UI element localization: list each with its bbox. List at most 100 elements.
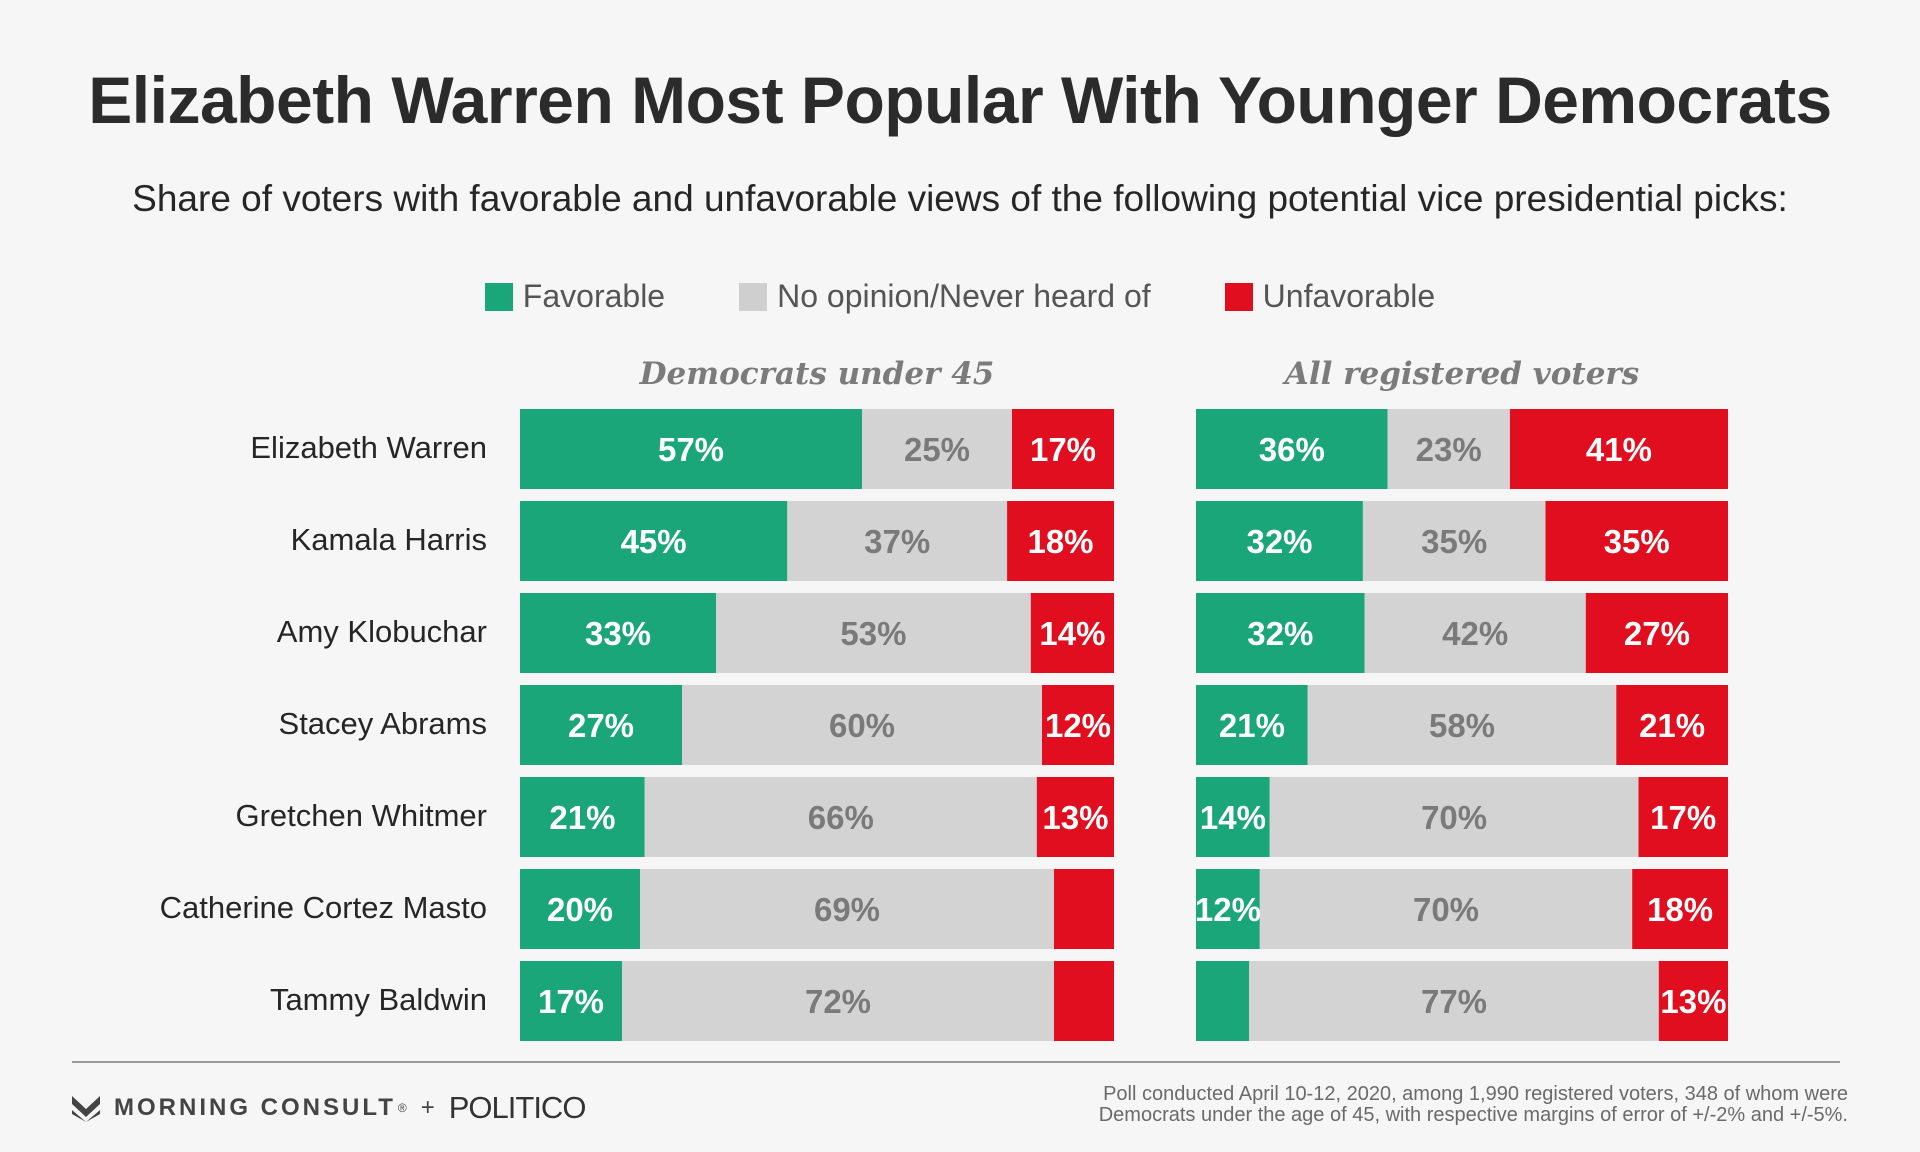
bar-unfavorable-kamala-harris-panel-1 (1007, 501, 1114, 581)
data-label-favorable-catherine-cortez-masto-panel-1: 20% (547, 891, 613, 928)
legend-label-no-opinion: No opinion/Never heard of (777, 278, 1151, 314)
bar-favorable-gretchen-whitmer-panel-2 (1196, 777, 1270, 857)
bar-no-opinion-catherine-cortez-masto-panel-1 (640, 869, 1054, 949)
bar-favorable-elizabeth-warren-panel-2 (1196, 409, 1388, 489)
row-label-elizabeth-warren: Elizabeth Warren (250, 430, 487, 465)
bar-unfavorable-kamala-harris-panel-2 (1545, 501, 1728, 581)
footer-divider (72, 1061, 1840, 1063)
bar-unfavorable-elizabeth-warren-panel-1 (1012, 409, 1114, 489)
row-label-kamala-harris: Kamala Harris (290, 522, 487, 557)
bar-no-opinion-gretchen-whitmer-panel-2 (1269, 777, 1639, 857)
data-label-unfavorable-amy-klobuchar-panel-2: 27% (1624, 615, 1690, 652)
data-label-no-opinion-tammy-baldwin-panel-1: 72% (805, 983, 871, 1020)
bar-no-opinion-amy-klobuchar-panel-2 (1364, 593, 1586, 673)
bar-favorable-amy-klobuchar-panel-1 (520, 593, 716, 673)
data-label-no-opinion-stacey-abrams-panel-2: 58% (1429, 707, 1495, 744)
bar-no-opinion-tammy-baldwin-panel-1 (622, 961, 1054, 1041)
legend-item-no-opinion: No opinion/Never heard of (739, 278, 1151, 315)
data-label-favorable-stacey-abrams-panel-1: 27% (568, 707, 634, 744)
data-label-unfavorable-gretchen-whitmer-panel-2: 17% (1650, 799, 1716, 836)
brand-logos: MORNING CONSULT ® + POLITICO (72, 1090, 587, 1126)
legend-swatch-favorable (484, 282, 513, 311)
data-label-unfavorable-elizabeth-warren-panel-1: 17% (1030, 431, 1096, 468)
row-label-catherine-cortez-masto: Catherine Cortez Masto (159, 890, 487, 925)
bar-favorable-kamala-harris-panel-1 (520, 501, 788, 581)
data-label-no-opinion-kamala-harris-panel-2: 35% (1421, 523, 1487, 560)
bar-unfavorable-catherine-cortez-masto-panel-1 (1054, 869, 1114, 949)
data-label-no-opinion-catherine-cortez-masto-panel-2: 70% (1413, 891, 1479, 928)
panel-title-democrats-under-45: Democrats under 45 (639, 356, 995, 392)
registered-mark: ® (397, 1101, 407, 1115)
data-label-no-opinion-tammy-baldwin-panel-2: 77% (1421, 983, 1487, 1020)
data-label-unfavorable-kamala-harris-panel-2: 35% (1604, 523, 1670, 560)
data-label-unfavorable-elizabeth-warren-panel-2: 41% (1586, 431, 1652, 468)
bar-no-opinion-kamala-harris-panel-2 (1362, 501, 1546, 581)
footnote-line-2: Democrats under the age of 45, with resp… (1098, 1104, 1848, 1126)
data-label-favorable-amy-klobuchar-panel-1: 33% (585, 615, 651, 652)
data-label-no-opinion-stacey-abrams-panel-1: 60% (829, 707, 895, 744)
data-label-favorable-amy-klobuchar-panel-2: 32% (1247, 615, 1313, 652)
legend-label-unfavorable: Unfavorable (1262, 278, 1436, 314)
data-label-unfavorable-gretchen-whitmer-panel-1: 13% (1042, 799, 1108, 836)
data-label-no-opinion-kamala-harris-panel-1: 37% (864, 523, 930, 560)
data-label-favorable-kamala-harris-panel-1: 45% (621, 523, 687, 560)
footnote: Poll conducted April 10-12, 2020, among … (948, 1084, 1848, 1126)
chart-subtitle: Share of voters with favorable and unfav… (132, 178, 1788, 219)
data-label-favorable-gretchen-whitmer-panel-2: 14% (1200, 799, 1266, 836)
data-label-favorable-gretchen-whitmer-panel-1: 21% (549, 799, 615, 836)
bar-unfavorable-tammy-baldwin-panel-2 (1658, 961, 1728, 1041)
data-label-favorable-elizabeth-warren-panel-1: 57% (658, 431, 724, 468)
data-label-favorable-elizabeth-warren-panel-2: 36% (1259, 431, 1325, 468)
bar-favorable-catherine-cortez-masto-panel-1 (520, 869, 640, 949)
bar-unfavorable-stacey-abrams-panel-2 (1616, 685, 1728, 765)
legend-item-unfavorable: Unfavorable (1224, 278, 1436, 315)
legend-swatch-no-opinion (739, 282, 768, 311)
bar-no-opinion-gretchen-whitmer-panel-1 (644, 777, 1037, 857)
legend-item-favorable: Favorable (484, 278, 665, 315)
row-label-gretchen-whitmer: Gretchen Whitmer (235, 798, 487, 833)
panel-title-all-registered-voters: All registered voters (1284, 356, 1640, 392)
politico-wordmark: POLITICO (448, 1090, 587, 1125)
footnote-line-1: Poll conducted April 10-12, 2020, among … (1103, 1083, 1848, 1105)
data-label-no-opinion-elizabeth-warren-panel-1: 25% (904, 431, 970, 468)
data-label-no-opinion-gretchen-whitmer-panel-1: 66% (808, 799, 874, 836)
data-label-no-opinion-gretchen-whitmer-panel-2: 70% (1421, 799, 1487, 836)
bar-favorable-gretchen-whitmer-panel-1 (520, 777, 645, 857)
data-label-unfavorable-catherine-cortez-masto-panel-2: 18% (1647, 891, 1713, 928)
data-label-favorable-catherine-cortez-masto-panel-2: 12% (1195, 891, 1261, 928)
data-label-unfavorable-stacey-abrams-panel-1: 12% (1045, 707, 1111, 744)
bar-no-opinion-catherine-cortez-masto-panel-2 (1259, 869, 1633, 949)
morning-consult-wordmark: MORNING CONSULT (114, 1094, 396, 1121)
bar-favorable-kamala-harris-panel-2 (1196, 501, 1363, 581)
bar-unfavorable-elizabeth-warren-panel-2 (1509, 409, 1728, 489)
bar-favorable-stacey-abrams-panel-2 (1196, 685, 1308, 765)
bar-favorable-catherine-cortez-masto-panel-2 (1196, 869, 1260, 949)
brand-plus: + (420, 1094, 435, 1121)
bar-no-opinion-elizabeth-warren-panel-2 (1387, 409, 1510, 489)
bar-unfavorable-amy-klobuchar-panel-2 (1585, 593, 1728, 673)
bar-favorable-elizabeth-warren-panel-1 (520, 409, 862, 489)
bar-favorable-tammy-baldwin-panel-1 (520, 961, 622, 1041)
bar-unfavorable-amy-klobuchar-panel-1 (1030, 593, 1114, 673)
data-label-unfavorable-amy-klobuchar-panel-1: 14% (1039, 615, 1105, 652)
bar-no-opinion-stacey-abrams-panel-1 (682, 685, 1042, 765)
bar-favorable-amy-klobuchar-panel-2 (1196, 593, 1365, 673)
data-label-unfavorable-kamala-harris-panel-1: 18% (1027, 523, 1093, 560)
bar-no-opinion-tammy-baldwin-panel-2 (1249, 961, 1659, 1041)
bar-unfavorable-catherine-cortez-masto-panel-2 (1632, 869, 1728, 949)
row-label-amy-klobuchar: Amy Klobuchar (276, 614, 487, 649)
morning-consult-logo-icon (72, 1096, 100, 1122)
bar-no-opinion-kamala-harris-panel-1 (787, 501, 1008, 581)
bar-unfavorable-stacey-abrams-panel-1 (1042, 685, 1114, 765)
bar-unfavorable-gretchen-whitmer-panel-2 (1638, 777, 1728, 857)
bar-no-opinion-elizabeth-warren-panel-1 (862, 409, 1012, 489)
data-label-no-opinion-elizabeth-warren-panel-2: 23% (1416, 431, 1482, 468)
bar-favorable-stacey-abrams-panel-1 (520, 685, 682, 765)
data-label-unfavorable-stacey-abrams-panel-2: 21% (1639, 707, 1705, 744)
data-label-no-opinion-catherine-cortez-masto-panel-1: 69% (814, 891, 880, 928)
row-label-tammy-baldwin: Tammy Baldwin (269, 982, 487, 1017)
legend: Favorable No opinion/Never heard of Unfa… (0, 278, 1920, 315)
legend-swatch-unfavorable (1224, 282, 1253, 311)
bar-no-opinion-amy-klobuchar-panel-1 (716, 593, 1031, 673)
